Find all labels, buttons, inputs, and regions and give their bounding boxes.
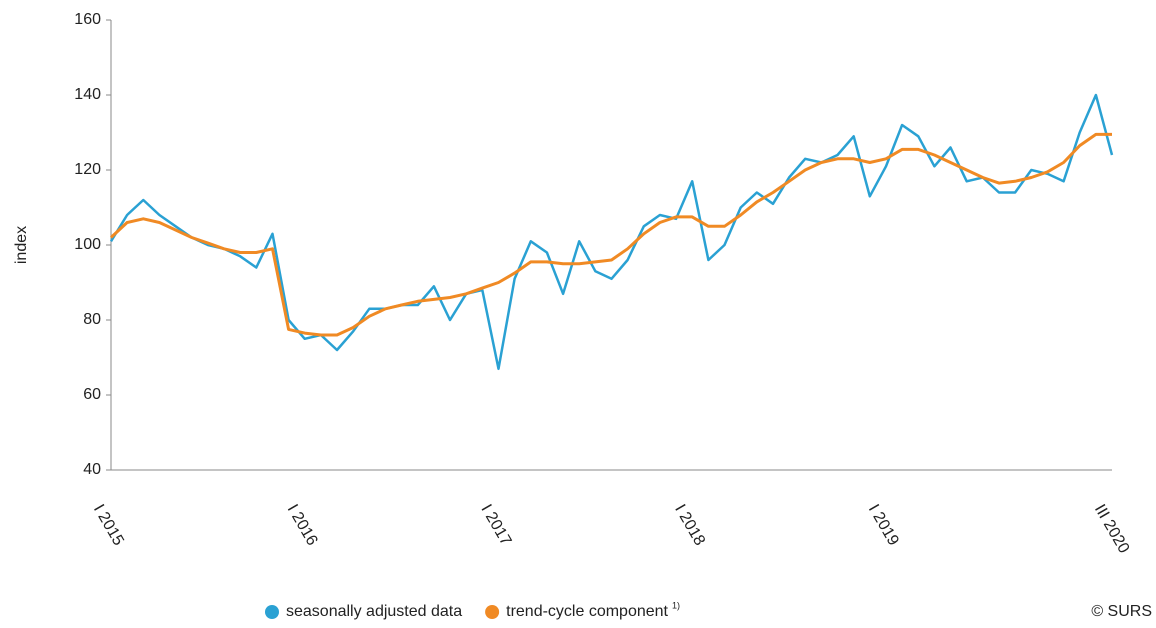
y-tick-label: 160 — [74, 11, 101, 28]
y-axis-label: index — [13, 226, 30, 264]
legend-label: trend-cycle component — [506, 603, 668, 620]
y-tick-label: 40 — [83, 461, 101, 478]
y-tick-label: 60 — [83, 386, 101, 403]
series-line — [109, 132, 1112, 337]
legend-marker — [485, 605, 500, 619]
x-tick-label: III 2020 — [1091, 502, 1132, 557]
y-tick-label: 120 — [74, 161, 101, 178]
legend-marker — [265, 605, 279, 619]
x-tick-label: I 2019 — [865, 502, 902, 549]
y-tick-label: 80 — [83, 311, 101, 328]
series-line — [109, 93, 1114, 371]
x-tick-label: I 2015 — [90, 502, 127, 549]
x-tick-label: I 2016 — [284, 502, 321, 549]
x-tick-label: I 2018 — [671, 502, 708, 549]
legend-note: 1) — [672, 600, 680, 610]
y-tick-label: 100 — [74, 236, 101, 253]
source: © SURS — [1091, 603, 1152, 620]
x-tick-label: I 2017 — [477, 502, 514, 549]
y-tick-label: 140 — [74, 86, 101, 103]
legend-label: seasonally adjusted data — [286, 603, 462, 620]
